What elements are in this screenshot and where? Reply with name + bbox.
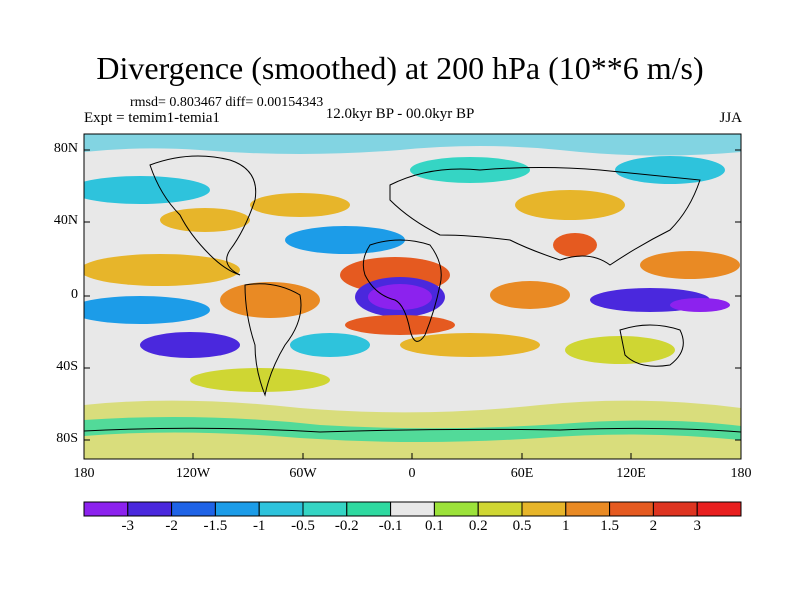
- south-america-outline: [244, 283, 302, 397]
- natlantic-blue: [285, 226, 405, 254]
- period-label: 12.0kyr BP - 00.0kyr BP: [325, 106, 475, 122]
- sindian-orange: [400, 333, 540, 357]
- lon-label-180e: 180: [730, 466, 752, 481]
- colorbar-swatch: [433, 501, 479, 517]
- gulf-guinea-purple: [368, 284, 432, 310]
- colorbar-label: 2: [649, 518, 658, 534]
- asia-orange: [515, 190, 625, 220]
- eurasia-outline: [389, 167, 701, 266]
- tibet-red: [553, 233, 597, 257]
- colorbar-label: 0.1: [425, 518, 444, 534]
- colorbar-swatch: [127, 501, 173, 517]
- colorbar-label: 0.2: [468, 518, 488, 534]
- colorbar-label: -0.2: [334, 518, 359, 534]
- colorbar-label: -1.5: [203, 518, 228, 534]
- colorbar-label: 0.5: [512, 518, 532, 534]
- colorbar-swatch: [390, 501, 435, 517]
- colorbar-label: -1: [252, 518, 266, 534]
- colorbar-swatch: [565, 501, 611, 517]
- colorbar-swatch: [83, 501, 129, 517]
- lat-label-80s: 80S: [56, 431, 78, 446]
- epacific-blue: [84, 296, 210, 324]
- colorbar-swatch: [652, 501, 698, 517]
- axis-ticks: [83, 149, 742, 459]
- experiment-label: Expt = temim1-temia1: [84, 110, 220, 126]
- satlantic-red: [345, 315, 455, 335]
- arctic-band: [84, 134, 741, 156]
- indian-orange: [490, 281, 570, 309]
- lon-label-60e: 60E: [510, 466, 534, 481]
- npacific-teal: [84, 176, 210, 204]
- colorbar-swatch: [696, 501, 742, 517]
- divergence-field: [84, 134, 741, 459]
- lat-label-40s: 40S: [56, 359, 78, 374]
- lon-label-60w: 60W: [289, 466, 317, 481]
- season-label: JJA: [719, 110, 742, 126]
- coastlines: [84, 155, 741, 433]
- antarctica-outline: [84, 427, 741, 433]
- lon-label-180w: 180: [73, 466, 95, 481]
- plot-title: Divergence (smoothed) at 200 hPa (10**6 …: [96, 50, 704, 86]
- rmsd-diff-stats: rmsd= 0.803467 diff= 0.00154343: [130, 95, 324, 110]
- wpacific-orange: [640, 251, 740, 279]
- australia-outline: [619, 324, 684, 367]
- colorbar-swatch: [521, 501, 567, 517]
- europe-teal: [410, 157, 530, 183]
- colorbar-label: -0.1: [378, 518, 403, 534]
- colorbar-swatch: [171, 501, 216, 517]
- lat-label-80n: 80N: [53, 141, 78, 156]
- colorbar-swatch: [477, 501, 523, 517]
- north-america-outline: [149, 155, 257, 276]
- colorbar-swatch: [258, 501, 304, 517]
- colorbar-swatch: [214, 501, 260, 517]
- spacific-blue: [140, 332, 240, 358]
- africa-outline: [362, 239, 442, 342]
- samerica-orange: [220, 282, 320, 318]
- npacific-orange: [160, 208, 250, 232]
- colorbar-swatch: [609, 501, 654, 517]
- lon-label-120e: 120E: [616, 466, 646, 481]
- maritime-purple: [670, 298, 730, 312]
- colorbar-label: 1: [562, 518, 570, 534]
- colorbar-label: 1.5: [600, 518, 619, 534]
- lon-label-120w: 120W: [175, 466, 211, 481]
- colorbar-label: -0.5: [291, 518, 315, 534]
- natlantic-orange: [250, 193, 350, 217]
- colorbar-swatch: [346, 501, 392, 517]
- satlantic-teal: [290, 333, 370, 357]
- lat-label-40n: 40N: [53, 213, 78, 228]
- colorbar-swatch: [302, 501, 348, 517]
- colorbar-label: 3: [693, 518, 701, 534]
- siberia-teal: [615, 156, 725, 184]
- colorbar-label: -2: [165, 518, 178, 534]
- lon-label-0: 0: [408, 466, 416, 481]
- colorbar-label: -3: [121, 518, 135, 534]
- colorbar: [83, 501, 742, 517]
- epacific-orange: [84, 254, 240, 286]
- lat-label-0: 0: [71, 287, 78, 302]
- australia-yellow: [565, 336, 675, 364]
